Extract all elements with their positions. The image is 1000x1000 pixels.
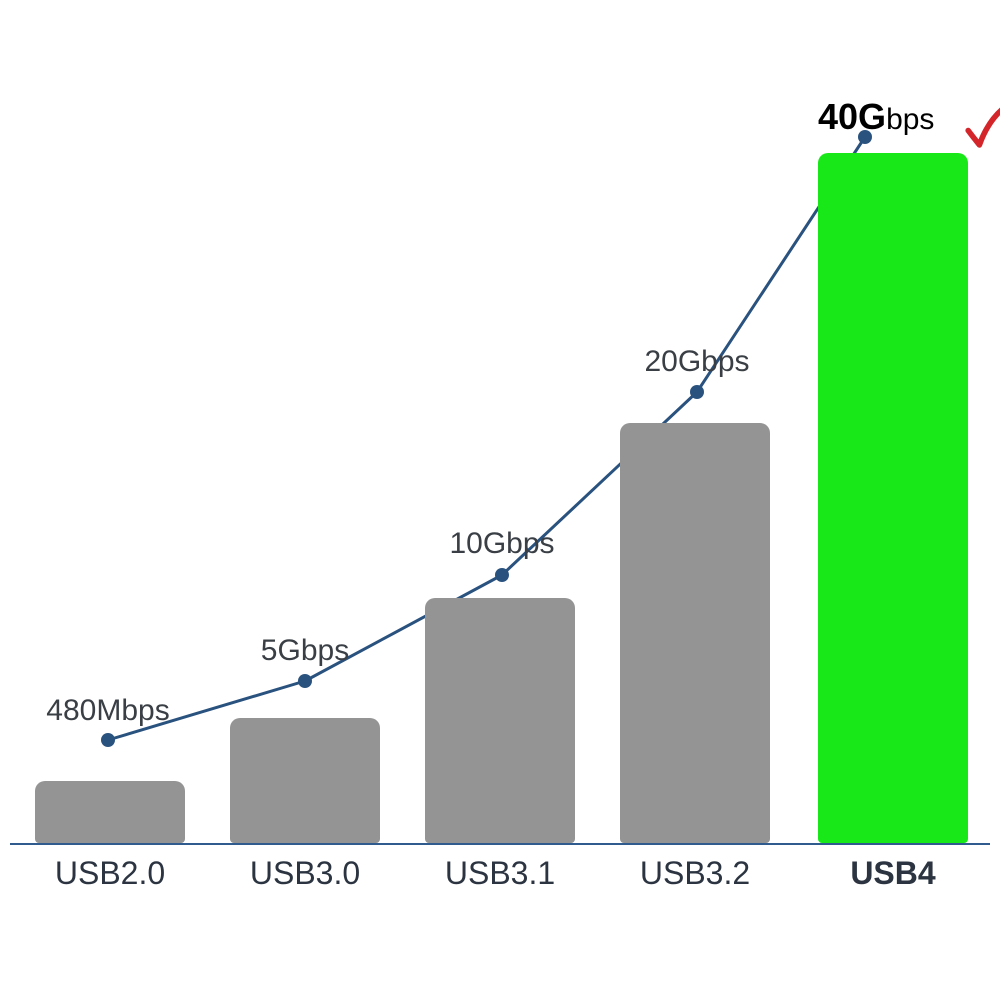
line-marker-usb31 <box>495 568 509 582</box>
bar-usb4 <box>818 153 968 843</box>
usb-speed-chart: USB2.0 480Mbps USB3.0 5Gbps USB3.1 10Gbps USB3… <box>0 0 1000 1000</box>
bar-usb31 <box>425 598 575 843</box>
value-label-usb30: 5Gbps <box>215 634 395 668</box>
bar-usb32 <box>620 423 770 843</box>
line-marker-usb32 <box>690 385 704 399</box>
value-label-usb31: 10Gbps <box>412 527 592 561</box>
bar-usb30 <box>230 718 380 843</box>
value-label-usb4: 40Gbps <box>818 96 968 138</box>
x-label-usb32: USB3.2 <box>620 855 770 892</box>
x-axis-baseline <box>10 843 990 845</box>
x-label-usb4: USB4 <box>818 855 968 892</box>
checkmark-icon <box>965 103 1000 158</box>
line-marker-usb30 <box>298 674 312 688</box>
value-label-usb32: 20Gbps <box>607 345 787 379</box>
line-marker-usb4 <box>858 130 872 144</box>
x-label-usb30: USB3.0 <box>230 855 380 892</box>
x-label-usb31: USB3.1 <box>425 855 575 892</box>
line-marker-usb20 <box>101 733 115 747</box>
value-label-usb20: 480Mbps <box>18 694 198 728</box>
x-label-usb20: USB2.0 <box>35 855 185 892</box>
bar-usb20 <box>35 781 185 843</box>
